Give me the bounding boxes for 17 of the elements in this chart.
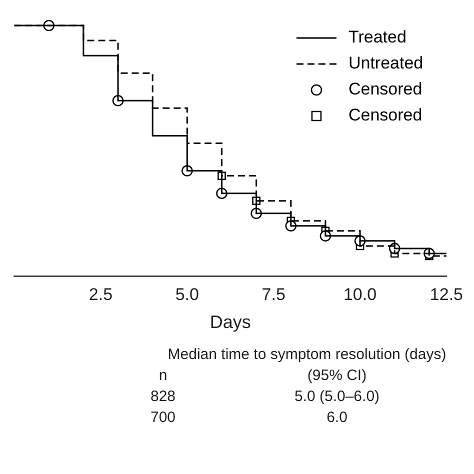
x-tick-label: 5.0 [175, 284, 199, 304]
text: n [158, 367, 168, 384]
x-tick-label: 12.5 [430, 284, 464, 304]
text: 700 [149, 409, 177, 426]
x-tick-label: 7.5 [262, 284, 286, 304]
legend-label: Censored [348, 80, 422, 99]
text: 6.0 [326, 409, 348, 426]
x-tick-label: 2.5 [88, 284, 113, 304]
x-tick-label: 10.0 [343, 284, 377, 304]
text: 5.0 (5.0–6.0) [293, 388, 381, 405]
text: Median time to symptom resolution (days) [166, 346, 448, 363]
text: (95% CI) [306, 367, 368, 384]
legend-label: Treated [348, 28, 406, 47]
x-axis-title: Days [210, 312, 251, 332]
legend-label: Censored [348, 106, 422, 125]
legend-label: Untreated [348, 54, 424, 73]
text: 828 [149, 388, 177, 405]
